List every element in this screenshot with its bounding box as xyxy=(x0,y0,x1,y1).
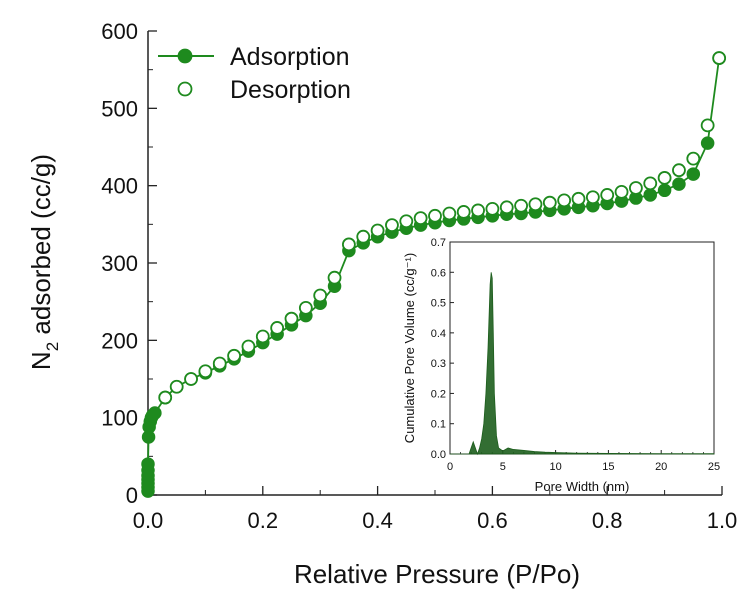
legend-desorption-marker xyxy=(177,81,193,97)
inset-y-tick-label: 0.2 xyxy=(431,388,446,400)
adsorption-point xyxy=(141,457,155,471)
inset-axes: 0.0 0.1 0.2 0.3 0.4 0.5 0.6 0.7 0 5 10 15 20 25 xyxy=(431,237,720,473)
desorption-point xyxy=(413,211,428,226)
legend-desorption-label: Desorption xyxy=(230,76,351,104)
y-tick-label: 600 xyxy=(101,19,138,44)
desorption-point xyxy=(712,51,727,65)
desorption-point xyxy=(298,300,313,315)
inset-x-tick-label: 5 xyxy=(500,461,506,473)
desorption-point xyxy=(255,329,270,344)
desorption-point xyxy=(169,379,184,394)
desorption-point xyxy=(284,311,299,326)
inset-x-tick-label: 0 xyxy=(447,461,453,473)
desorption-point xyxy=(370,223,385,238)
desorption-point xyxy=(212,356,227,371)
desorption-point xyxy=(571,191,586,206)
y-tick-label: 100 xyxy=(101,406,138,431)
x-tick-label: 0.4 xyxy=(362,508,393,533)
inset-y-tick-label: 0.1 xyxy=(431,419,446,431)
inset-y-tick-label: 0.5 xyxy=(431,298,446,310)
desorption-point xyxy=(341,237,356,252)
y-tick-label: 400 xyxy=(101,174,138,199)
desorption-point xyxy=(542,195,557,210)
legend: Adsorption Desorption xyxy=(158,43,351,104)
adsorption-point xyxy=(672,177,686,191)
desorption-point xyxy=(241,339,256,354)
inset-chart: 0.0 0.1 0.2 0.3 0.4 0.5 0.6 0.7 0 5 10 15 20 25 Pore … xyxy=(402,237,720,494)
inset-y-tick-label: 0.4 xyxy=(431,328,446,340)
desorption-point xyxy=(499,200,514,215)
inset-x-tick-label: 10 xyxy=(549,461,561,473)
x-tick-label: 0.0 xyxy=(133,508,164,533)
inset-y-axis-title: Cumulative Pore Volume (cc/g⁻¹) xyxy=(402,253,417,443)
adsorption-point xyxy=(686,167,701,181)
x-tick-label: 0.8 xyxy=(592,508,623,533)
inset-y-tick-label: 0.7 xyxy=(431,237,446,249)
x-axis-title: Relative Pressure (P/Po) xyxy=(294,559,580,589)
desorption-point xyxy=(456,205,471,219)
desorption-point xyxy=(198,364,213,379)
desorption-point xyxy=(184,372,198,386)
y-tick-label: 300 xyxy=(101,251,138,276)
desorption-point xyxy=(643,176,658,191)
desorption-point xyxy=(471,203,485,218)
inset-x-tick-label: 15 xyxy=(602,461,614,473)
desorption-point xyxy=(600,188,615,202)
adsorption-point xyxy=(657,183,672,198)
x-tick-label: 1.0 xyxy=(707,508,738,533)
desorption-point xyxy=(557,193,572,208)
y-tick-label: 0 xyxy=(126,483,138,508)
pore-distribution-area xyxy=(450,272,715,456)
inset-y-tick-label: 0.6 xyxy=(431,267,446,279)
desorption-point xyxy=(385,218,399,233)
desorption-point xyxy=(313,288,328,303)
desorption-point xyxy=(672,163,686,178)
desorption-point xyxy=(585,190,600,205)
adsorption-point xyxy=(643,188,657,202)
y-axis-title: N2 adsorbed (cc/g) xyxy=(26,154,62,370)
inset-y-tick-label: 0.0 xyxy=(431,449,446,461)
desorption-point xyxy=(158,390,173,405)
x-tick-label: 0.6 xyxy=(477,508,508,533)
desorption-point xyxy=(356,229,371,244)
desorption-point xyxy=(528,197,543,212)
inset-x-axis-title: Pore Width (nm) xyxy=(535,479,630,494)
inset-y-tick-label: 0.3 xyxy=(431,358,446,370)
legend-adsorption-label: Adsorption xyxy=(230,43,350,71)
desorption-point xyxy=(629,181,643,195)
desorption-point xyxy=(399,214,414,229)
legend-adsorption-marker xyxy=(177,48,193,64)
desorption-point xyxy=(227,348,242,363)
desorption-point xyxy=(614,184,629,199)
adsorption-point xyxy=(148,406,162,420)
desorption-point xyxy=(700,118,715,133)
main-plot-series xyxy=(141,51,727,498)
inset-x-tick-label: 20 xyxy=(655,461,667,473)
x-tick-label: 0.2 xyxy=(248,508,279,533)
desorption-point xyxy=(657,171,672,185)
adsorption-point xyxy=(700,136,715,150)
desorption-point xyxy=(514,198,528,213)
desorption-point xyxy=(485,201,500,216)
desorption-point xyxy=(428,208,442,223)
desorption-point xyxy=(327,270,342,285)
desorption-point xyxy=(686,151,701,166)
y-tick-label: 500 xyxy=(101,96,138,121)
desorption-point xyxy=(270,321,285,335)
y-tick-label: 200 xyxy=(101,328,138,353)
desorption-point xyxy=(442,206,457,221)
inset-x-tick-label: 25 xyxy=(708,461,720,473)
